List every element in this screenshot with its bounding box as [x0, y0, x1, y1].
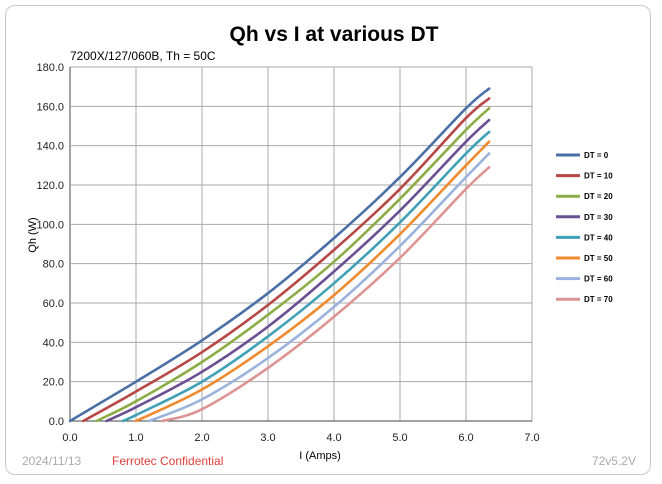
series-lines — [68, 87, 491, 423]
grid — [69, 66, 533, 422]
x-tick-label: 5.0 — [392, 432, 407, 444]
y-axis-label: Qh (W) — [27, 217, 39, 252]
y-tick-label: 120.0 — [36, 180, 64, 192]
y-tick-label: 60.0 — [43, 298, 64, 310]
footer-date: 2024/11/13 — [22, 454, 81, 468]
legend-label: DT = 50 — [584, 254, 613, 263]
series-line — [147, 152, 491, 423]
series-line — [161, 166, 491, 423]
x-axis-ticks: 0.0 1.0 2.0 3.0 4.0 5.0 6.0 7.0 — [62, 432, 539, 444]
x-tick-label: 7.0 — [524, 432, 539, 444]
legend-label: DT = 30 — [584, 213, 613, 222]
y-tick-label: 40.0 — [43, 337, 64, 349]
legend-label: DT = 40 — [584, 233, 613, 242]
legend: DT = 0 DT = 10 DT = 20 DT = 30 DT = 40 DT = 5… — [556, 151, 613, 304]
chart-title: Qh vs I at various DT — [230, 23, 439, 46]
x-tick-label: 2.0 — [194, 432, 209, 444]
series-line — [68, 87, 491, 423]
series-line — [95, 107, 491, 423]
y-tick-label: 80.0 — [43, 259, 64, 271]
y-tick-label: 20.0 — [43, 377, 64, 389]
series-line — [121, 130, 491, 423]
y-tick-label: 160.0 — [36, 101, 64, 113]
x-tick-label: 4.0 — [326, 432, 341, 444]
legend-label: DT = 70 — [584, 295, 613, 304]
legend-label: DT = 10 — [584, 172, 613, 181]
legend-label: DT = 60 — [584, 275, 613, 284]
legend-label: DT = 20 — [584, 192, 613, 201]
x-axis-label: I (Amps) — [299, 450, 341, 462]
footer-version: 72v5.2V — [592, 454, 636, 468]
y-tick-label: 180.0 — [36, 62, 64, 74]
y-tick-label: 100.0 — [36, 219, 64, 231]
legend-label: DT = 0 — [584, 151, 609, 160]
series-line — [134, 140, 491, 423]
series-line — [81, 97, 491, 423]
series-line — [105, 118, 491, 423]
x-tick-label: 1.0 — [128, 432, 143, 444]
y-tick-label: 140.0 — [36, 141, 64, 153]
x-tick-label: 0.0 — [62, 432, 77, 444]
footer-confidential: Ferrotec Confidential — [112, 454, 223, 468]
chart-subtitle: 7200X/127/060B, Th = 50C — [70, 49, 216, 63]
x-tick-label: 3.0 — [260, 432, 275, 444]
x-tick-label: 6.0 — [458, 432, 473, 444]
y-axis-ticks: 0.0 20.0 40.0 60.0 80.0 100.0 120.0 140.0 160.0 1… — [36, 62, 64, 428]
y-tick-label: 0.0 — [49, 416, 64, 428]
